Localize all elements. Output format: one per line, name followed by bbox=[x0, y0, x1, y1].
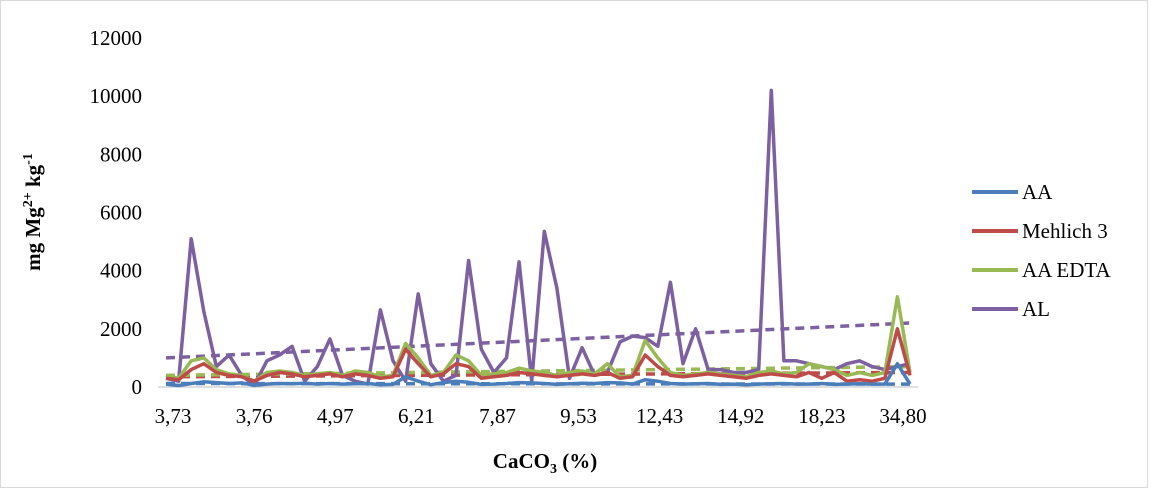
x-tick-label: 3,76 bbox=[236, 404, 273, 428]
y-tick-label: 12000 bbox=[90, 26, 143, 50]
y-axis-title: mg Mg2+ kg-1 bbox=[21, 153, 45, 271]
x-tick-label: 14,92 bbox=[717, 404, 764, 428]
x-tick-label: 12,43 bbox=[636, 404, 683, 428]
y-tick-label: 4000 bbox=[100, 259, 142, 283]
series-lines bbox=[165, 88, 912, 388]
legend: AA Mehlich 3 AA EDTA AL bbox=[972, 180, 1112, 321]
y-tick-label: 10000 bbox=[90, 84, 143, 108]
y-tick-label: 0 bbox=[132, 375, 143, 399]
y-tick-label: 6000 bbox=[100, 201, 142, 225]
x-axis-title: CaCO3 (%) bbox=[493, 449, 597, 477]
y-axis-ticks: 0 2000 4000 6000 8000 10000 12000 bbox=[90, 26, 143, 399]
x-tick-label: 3,73 bbox=[155, 404, 192, 428]
x-tick-label: 7,87 bbox=[479, 404, 516, 428]
x-tick-label: 18,23 bbox=[798, 404, 845, 428]
trendline bbox=[165, 321, 911, 360]
x-tick-label: 4,97 bbox=[317, 404, 354, 428]
legend-label: AA EDTA bbox=[1022, 258, 1112, 282]
legend-label: AA bbox=[1022, 180, 1053, 204]
x-tick-label: 9,53 bbox=[560, 404, 597, 428]
series-line bbox=[165, 88, 911, 388]
x-tick-label: 34,80 bbox=[879, 404, 926, 428]
x-axis-ticks: 3,73 3,76 4,97 6,21 7,87 9,53 12,43 14,92 18,23 3… bbox=[155, 404, 927, 428]
y-tick-label: 8000 bbox=[100, 142, 142, 166]
legend-label: Mehlich 3 bbox=[1022, 219, 1108, 243]
series-line bbox=[165, 327, 912, 383]
legend-label: AL bbox=[1022, 297, 1050, 321]
series-line bbox=[165, 361, 912, 388]
x-tick-label: 6,21 bbox=[398, 404, 435, 428]
y-tick-label: 2000 bbox=[100, 317, 142, 341]
